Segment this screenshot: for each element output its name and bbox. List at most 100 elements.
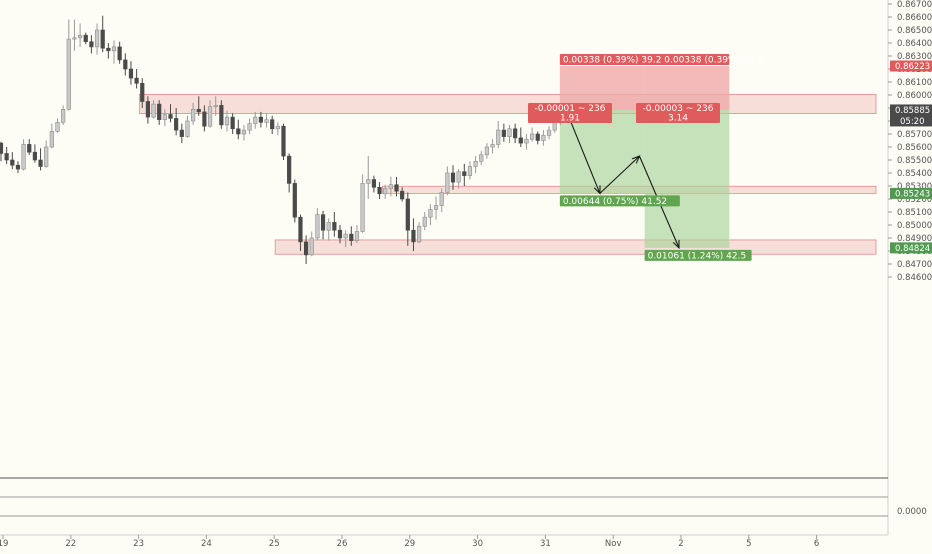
resistance-zone[interactable] [139,93,877,114]
candle [371,179,377,188]
candle [400,190,405,200]
short-position-2-reward-zone[interactable] [644,109,730,248]
candle [529,133,535,140]
price-tick-label: 0.85000 [897,221,932,231]
candle [433,205,439,210]
candle [179,129,184,137]
time-tick-label: 24 [201,539,212,549]
candle [55,122,60,132]
candle [89,41,94,48]
candle [49,131,54,148]
time-tick-label: 29 [404,539,415,549]
price-badge-0.85243 [890,187,932,199]
indicator-zero-label: 0.0000 [897,507,927,517]
candle [145,101,151,118]
price-tick-label: 0.86100 [897,78,932,88]
candle [383,188,388,195]
price-badge-label: 0.84824 [895,244,930,254]
candle [337,229,343,239]
candle [100,29,105,49]
candle [21,144,26,170]
projection-path-segment [565,109,601,194]
target-label-2-box [644,249,752,261]
candle [72,37,77,40]
target-label-2: 0.01061 (1.24%) 42.5 [648,251,747,261]
price-tick-label: 0.86300 [897,52,932,62]
entry-label-2-box [636,102,720,123]
price-tick-label: 0.85100 [897,208,932,218]
candle [162,114,167,120]
time-tick-label: 30 [472,539,483,549]
price-badge-label: 0.85885 [895,106,930,116]
price-badge-0.86223 [890,60,932,72]
candle [360,183,365,232]
candle [174,118,179,131]
candle [507,128,512,137]
candle [450,172,456,183]
time-tick-label: 19 [0,539,8,549]
candle [456,171,461,183]
target-label-1-box [559,195,680,207]
arrow-head-icon [672,239,680,250]
stop-label-box [559,54,730,66]
price-tick-label: 0.86700 [897,0,932,10]
candle [394,184,399,192]
candle [518,137,523,144]
candle [462,171,467,176]
candle [213,105,218,108]
candle [326,222,331,231]
price-tick-label: 0.84600 [897,273,932,283]
time-tick-label: 23 [133,539,144,549]
entry-label-1-sub: 1.91 [560,113,580,123]
short-position-1-reward-zone[interactable] [559,109,645,194]
price-tick-label: 0.86500 [897,26,932,36]
candle [134,77,139,84]
candle [270,119,275,130]
candle [123,59,128,70]
candle [44,146,49,167]
candle [275,125,280,130]
candle [247,123,252,131]
candle [315,214,320,239]
candle [32,151,37,161]
candle [287,155,292,184]
candle [343,233,348,239]
time-tick-label: 6 [814,539,819,549]
entry-label-1: -0.00001 ~ 236 [535,104,606,114]
candle [10,159,15,166]
candle [541,135,546,141]
candle [354,231,360,241]
candle [416,226,422,243]
stop-label: 0.00338 (0.39%) 39.2 0.00338 (0.39%) 39.… [563,56,763,66]
candle [168,114,173,119]
support-zone-low[interactable] [274,239,877,255]
short-position-2-risk-zone[interactable] [644,66,730,110]
candle [388,184,393,189]
time-tick-label: Nov [605,539,622,549]
candle [411,229,416,243]
candle [117,46,122,61]
candle [292,183,297,218]
candle [366,179,371,184]
candle [535,133,540,141]
target-label-1: 0.00644 (0.75%) 41.52 [563,197,667,207]
candle [309,237,314,256]
candle [513,128,518,139]
short-position-1-risk-zone[interactable] [559,66,645,110]
candle [207,106,213,127]
candle [27,144,32,153]
candle [140,83,145,102]
candle [61,109,66,123]
candle [66,38,71,110]
time-tick-label: 2 [678,539,683,549]
candle [0,142,4,154]
candle [349,233,354,241]
time-tick-label: 22 [65,539,76,549]
candle [303,241,309,256]
price-tick-label: 0.85500 [897,156,932,166]
candle [83,34,88,43]
entry-label-1-box [528,102,612,123]
candle [202,111,207,127]
